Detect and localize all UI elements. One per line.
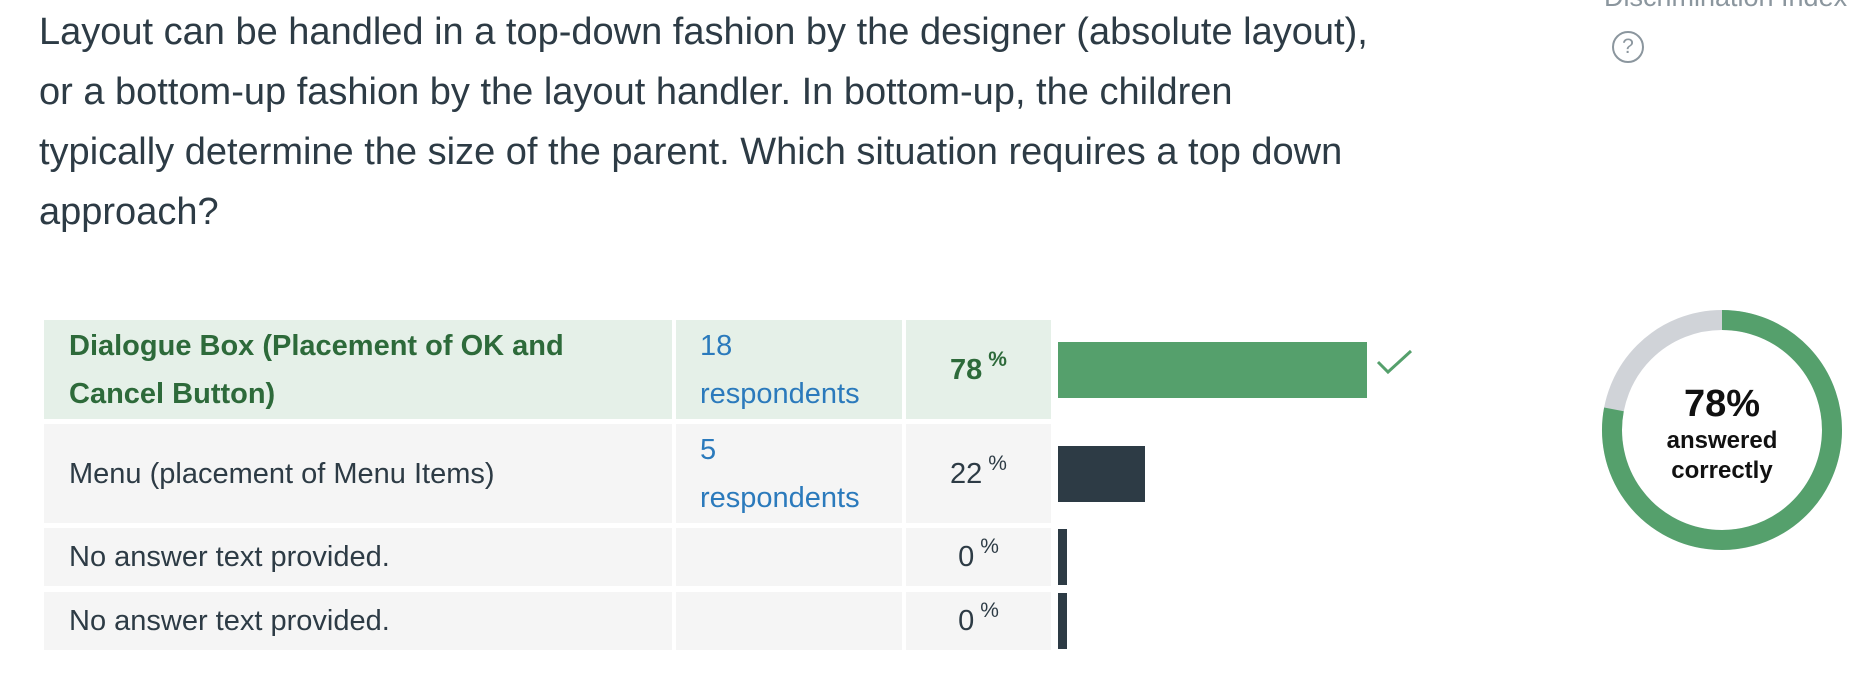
percent-unit: % bbox=[988, 347, 1007, 371]
answer-bar bbox=[1058, 593, 1067, 649]
donut-arc bbox=[1602, 310, 1842, 550]
answer-bar bbox=[1058, 529, 1067, 585]
respondents-cell: 18 respondents bbox=[676, 320, 902, 419]
percent-cell: 78% bbox=[906, 320, 1051, 419]
respondents-unit: respondents bbox=[700, 481, 860, 514]
percent-cell: 0% bbox=[906, 592, 1051, 650]
respondents-count: 5 bbox=[700, 433, 717, 466]
answer-bar bbox=[1058, 445, 1146, 502]
question-text: Layout can be handled in a top-down fash… bbox=[39, 11, 1368, 233]
answer-cell: Menu (placement of Menu Items) bbox=[44, 424, 672, 523]
percent-value: 22 bbox=[950, 457, 983, 490]
respondents-cell bbox=[676, 592, 902, 650]
answer-cell: Dialogue Box (Placement of OK and Cancel… bbox=[44, 320, 672, 419]
respondents-cell bbox=[676, 528, 902, 586]
answer-text: Menu (placement of Menu Items) bbox=[69, 457, 495, 490]
answer-text: No answer text provided. bbox=[69, 605, 390, 637]
respondents-cell: 5 respondents bbox=[676, 424, 902, 523]
answer-text: No answer text provided. bbox=[69, 541, 390, 573]
donut-chart bbox=[1602, 310, 1842, 550]
donut-label: 78% bbox=[1683, 383, 1761, 425]
answer-cell: No answer text provided. bbox=[44, 528, 672, 586]
side-header: Discrimination Index bbox=[1604, 0, 1847, 13]
percent-unit: % bbox=[988, 451, 1007, 475]
percent-unit: % bbox=[980, 599, 999, 622]
percent-unit: % bbox=[980, 535, 999, 558]
percent-value: 0 bbox=[958, 605, 975, 637]
check-mark bbox=[1376, 349, 1412, 374]
respondents-unit: respondents bbox=[700, 377, 860, 410]
answer-text: Dialogue Box (Placement of OK and Cancel… bbox=[69, 329, 564, 410]
percent-value: 78 bbox=[950, 353, 983, 386]
percent-cell: 22% bbox=[906, 424, 1051, 523]
answer-cell: No answer text provided. bbox=[44, 592, 672, 650]
respondents-count: 18 bbox=[700, 329, 733, 362]
help-icon[interactable]: ? bbox=[1612, 31, 1644, 63]
correct-check bbox=[1376, 349, 1412, 374]
donut-caption: answered correctly bbox=[1666, 427, 1778, 484]
percent-value: 0 bbox=[958, 541, 975, 573]
donut-text: 78% answered correctly bbox=[1622, 382, 1822, 486]
percent-cell: 0% bbox=[906, 528, 1051, 586]
answer-bar bbox=[1058, 341, 1367, 398]
